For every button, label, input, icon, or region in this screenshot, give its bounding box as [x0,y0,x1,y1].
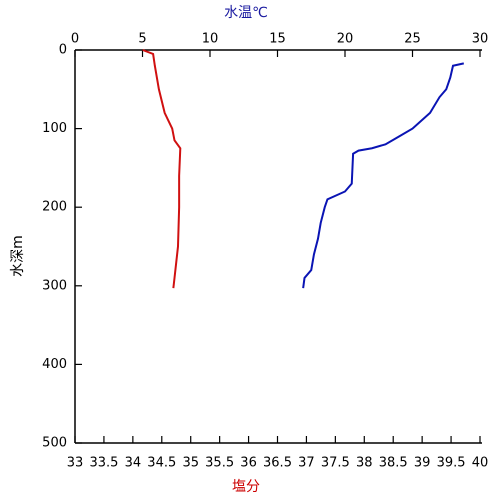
y-tick-label: 300 [42,278,67,293]
x-axis-title: 塩分 [232,479,260,495]
y-axis-title: 水深m [10,235,26,277]
y-tick-label: 200 [42,200,67,215]
x-tick-label: 36.5 [263,456,292,471]
x-tick-label: 37 [298,456,315,471]
x-tick-label: 37.5 [321,456,350,471]
x2-tick-label: 20 [337,32,354,47]
x2-tick-label: 30 [472,32,489,47]
x-tick-label: 33.5 [89,456,118,471]
x-tick-label: 34 [125,456,142,471]
y-tick-label: 100 [42,121,67,136]
x-tick-label: 38.5 [379,456,408,471]
x-tick-label: 39 [414,456,431,471]
x2-axis-title: 水温℃ [224,5,268,21]
x-tick-label: 39.5 [437,456,466,471]
x2-tick-label: 10 [202,32,219,47]
x2-tick-label: 0 [71,32,79,47]
x-tick-label: 40 [472,456,489,471]
x2-tick-label: 25 [404,32,421,47]
profile-line [302,62,465,289]
x-tick-label: 35 [182,456,199,471]
profile-line [142,49,182,289]
y-tick-label: 400 [42,357,67,372]
x2-tick-label: 15 [269,32,286,47]
x-tick-label: 38 [356,456,373,471]
x-tick-label: 34.5 [147,456,176,471]
x-tick-label: 35.5 [205,456,234,471]
y-tick-label: 500 [42,436,67,451]
x-tick-label: 33 [67,456,84,471]
x-tick-label: 36 [240,456,257,471]
x2-tick-label: 5 [138,32,146,47]
y-tick-label: 0 [59,43,67,58]
